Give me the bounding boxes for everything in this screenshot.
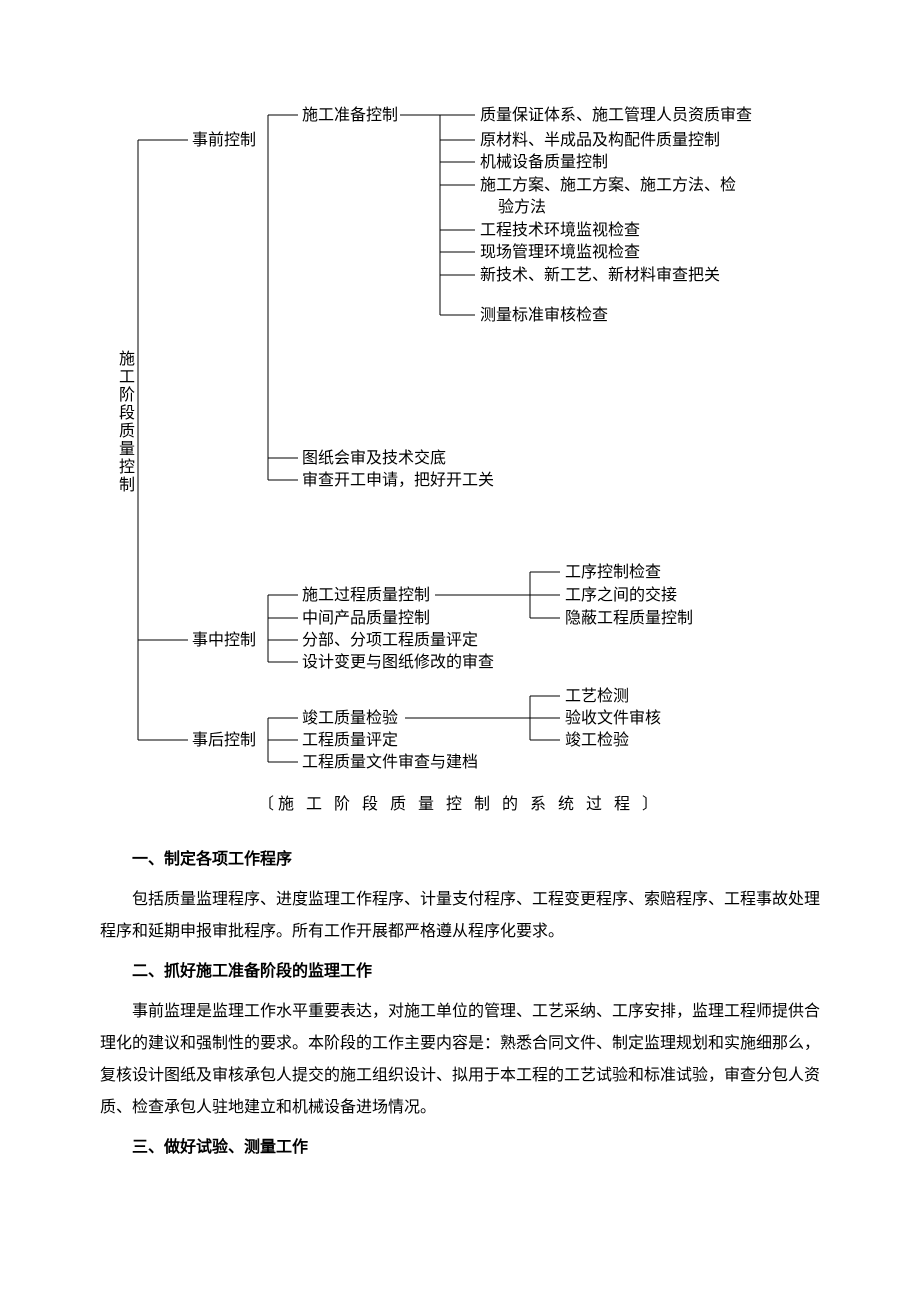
pre-sub4: 施工方案、施工方案、施工方法、检 [480,176,736,197]
post-sub2: 验收文件审核 [565,709,661,730]
in-change: 设计变更与图纸修改的审查 [302,653,494,674]
pre-approve: 审查开工申请，把好开工关 [302,471,494,492]
page: 施工阶段质量控制 事前控制 施工准备控制 质量保证体系、施工管理人员资质审查 原… [0,0,920,1212]
pre-sub1: 质量保证体系、施工管理人员资质审查 [480,106,752,127]
in-partial: 分部、分项工程质量评定 [302,631,478,652]
in-intermediate: 中间产品质量控制 [302,609,430,630]
heading-1: 一、制定各项工作程序 [100,844,820,876]
body-text: 一、制定各项工作程序 包括质量监理程序、进度监理工作程序、计量支付程序、工程变更… [100,844,820,1164]
quality-control-diagram: 施工阶段质量控制 事前控制 施工准备控制 质量保证体系、施工管理人员资质审查 原… [0,100,920,780]
pre-prep: 施工准备控制 [302,106,398,127]
pre-sub2: 原材料、半成品及构配件质量控制 [480,131,720,152]
in-sub1: 工序控制检查 [565,563,661,584]
paragraph-1: 包括质量监理程序、进度监理工作程序、计量支付程序、工程变更程序、索赔程序、工程事… [100,884,820,948]
heading-3: 三、做好试验、测量工作 [100,1132,820,1164]
paragraph-2: 事前监理是监理工作水平重要表达，对施工单位的管理、工艺采纳、工序安排，监理工程师… [100,996,820,1124]
branch-in-control: 事中控制 [192,631,256,652]
branch-post-control: 事后控制 [192,731,256,752]
diagram-connectors [0,100,920,780]
post-sub3: 竣工检验 [565,731,629,752]
pre-sub6: 现场管理环境监视检查 [480,243,640,264]
branch-pre-control: 事前控制 [192,131,256,152]
post-eval: 工程质量评定 [302,731,398,752]
pre-sub4b: 验方法 [498,198,546,219]
in-process: 施工过程质量控制 [302,586,430,607]
pre-sub7: 新技术、新工艺、新材料审查把关 [480,266,720,287]
pre-drawing: 图纸会审及技术交底 [302,449,446,470]
heading-2: 二、抓好施工准备阶段的监理工作 [100,956,820,988]
pre-sub5: 工程技术环境监视检查 [480,221,640,242]
pre-sub8: 测量标准审核检查 [480,306,608,327]
diagram-caption: 〔施 工 阶 段 质 量 控 制 的 系 统 过 程 〕 [0,790,920,814]
root-label: 施工阶段质量控制 [112,350,136,494]
pre-sub3: 机械设备质量控制 [480,153,608,174]
in-sub2: 工序之间的交接 [565,586,677,607]
post-sub1: 工艺检测 [565,687,629,708]
post-completion: 竣工质量检验 [302,709,398,730]
in-sub3: 隐蔽工程质量控制 [565,609,693,630]
post-archive: 工程质量文件审查与建档 [302,753,478,774]
